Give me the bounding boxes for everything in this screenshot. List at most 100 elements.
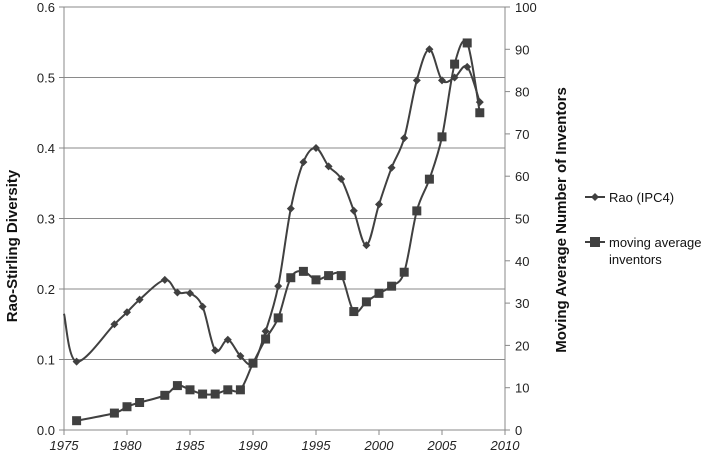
x-tick-label: 1985: [176, 438, 206, 453]
data-point-rao: [160, 275, 169, 284]
data-point-inventors: [210, 389, 220, 399]
x-tick-label: 1990: [239, 438, 269, 453]
y2-tick-label: 0: [515, 423, 522, 438]
data-point-rao: [198, 302, 207, 311]
data-point-rao: [362, 241, 371, 250]
data-point-inventors: [109, 408, 119, 418]
legend-marker-inventors: [590, 237, 600, 247]
legend-label-inventors-line1: moving average: [609, 235, 702, 250]
data-point-rao: [375, 200, 383, 209]
x-tick-label: 1975: [50, 438, 80, 453]
x-tick-label: 2010: [490, 438, 521, 453]
data-point-rao: [463, 62, 472, 71]
data-point-inventors: [399, 267, 409, 277]
legend-label-inventors-line2: inventors: [609, 252, 662, 267]
data-point-inventors: [424, 174, 434, 184]
y2-tick-label: 90: [515, 42, 529, 57]
y2-tick-label: 30: [515, 296, 529, 311]
data-point-inventors: [72, 416, 82, 426]
data-point-rao: [173, 288, 182, 297]
data-point-inventors: [374, 288, 384, 298]
data-point-inventors: [437, 132, 447, 142]
data-point-inventors: [135, 398, 145, 408]
data-point-inventors: [450, 59, 460, 69]
data-point-inventors: [273, 313, 283, 323]
data-point-inventors: [349, 307, 359, 317]
x-tick-label: 2005: [427, 438, 458, 453]
data-point-inventors: [324, 271, 334, 281]
data-point-inventors: [223, 385, 233, 395]
legend-label-inventors: moving average inventors: [609, 235, 705, 267]
y2-axis-title: Moving Average Number of Inventors: [553, 87, 570, 353]
y-tick-label: 0.1: [37, 353, 55, 368]
data-point-rao: [286, 204, 295, 213]
legend-marker-rao: [591, 193, 599, 201]
y-tick-label: 0.0: [37, 423, 55, 438]
data-point-rao: [349, 206, 358, 215]
series-inventors: [72, 38, 485, 426]
data-point-rao: [274, 282, 283, 291]
y-tick-labels: 0.0 0.1 0.2 0.3 0.4 0.5 0.6: [37, 0, 64, 438]
data-point-inventors: [311, 275, 321, 285]
data-point-inventors: [248, 358, 258, 368]
data-point-rao: [236, 351, 245, 360]
data-point-rao: [324, 162, 333, 171]
data-point-rao: [299, 158, 308, 167]
data-point-rao: [211, 346, 220, 355]
y2-tick-label: 80: [515, 85, 529, 100]
data-point-inventors: [172, 381, 182, 391]
data-point-rao: [72, 357, 81, 366]
data-point-rao: [412, 76, 421, 85]
legend: Rao (IPC4) moving average inventors: [585, 190, 705, 267]
y2-tick-label: 60: [515, 169, 529, 184]
x-tick-label: 1995: [302, 438, 332, 453]
data-point-inventors: [198, 389, 208, 399]
data-point-rao: [223, 335, 232, 344]
data-point-rao: [135, 295, 144, 304]
y-axis-title: Rao-Stirling Diversity: [4, 169, 21, 322]
y-tick-label: 0.4: [37, 141, 55, 156]
y2-tick-label: 20: [515, 338, 529, 353]
y-tick-label: 0.3: [37, 212, 55, 227]
data-point-rao: [425, 45, 434, 54]
y-tick-label: 0.2: [37, 282, 55, 297]
data-point-rao: [110, 320, 119, 329]
y2-tick-label: 10: [515, 381, 529, 396]
data-point-rao: [337, 175, 346, 184]
data-point-rao: [123, 308, 131, 317]
data-point-rao: [387, 163, 396, 172]
x-tick-label: 2000: [364, 438, 395, 453]
legend-label-rao: Rao (IPC4): [609, 190, 674, 205]
data-point-rao: [186, 289, 194, 298]
series-group: [63, 38, 485, 426]
data-point-inventors: [185, 385, 195, 395]
data-point-inventors: [462, 38, 472, 48]
data-point-inventors: [387, 281, 397, 291]
data-point-rao: [261, 327, 270, 336]
y2-tick-label: 40: [515, 254, 529, 269]
data-point-inventors: [298, 266, 308, 276]
data-point-inventors: [361, 297, 371, 307]
data-point-inventors: [160, 390, 170, 400]
x-tick-labels: 1975 1980 1985 1990 1995 2000 2005 2010: [50, 430, 521, 453]
gridlines: [64, 6, 505, 431]
series-rao: [63, 45, 484, 368]
data-point-rao: [312, 144, 320, 152]
y2-tick-label: 70: [515, 127, 529, 142]
y-tick-label: 0.6: [37, 0, 55, 15]
data-point-rao: [400, 134, 409, 143]
data-point-inventors: [235, 385, 245, 395]
data-point-inventors: [261, 334, 271, 344]
data-point-inventors: [336, 271, 346, 281]
x-tick-label: 1980: [113, 438, 143, 453]
data-point-inventors: [286, 273, 296, 283]
y2-tick-labels: 0 10 20 30 40 50 60 70 80 90 100: [505, 0, 537, 438]
y2-tick-label: 100: [515, 0, 537, 15]
data-point-inventors: [122, 402, 132, 412]
y2-tick-label: 50: [515, 212, 529, 227]
series-line-inventors: [76, 39, 481, 422]
data-point-rao: [438, 76, 446, 85]
data-point-inventors: [475, 108, 485, 118]
y-tick-label: 0.5: [37, 71, 55, 86]
